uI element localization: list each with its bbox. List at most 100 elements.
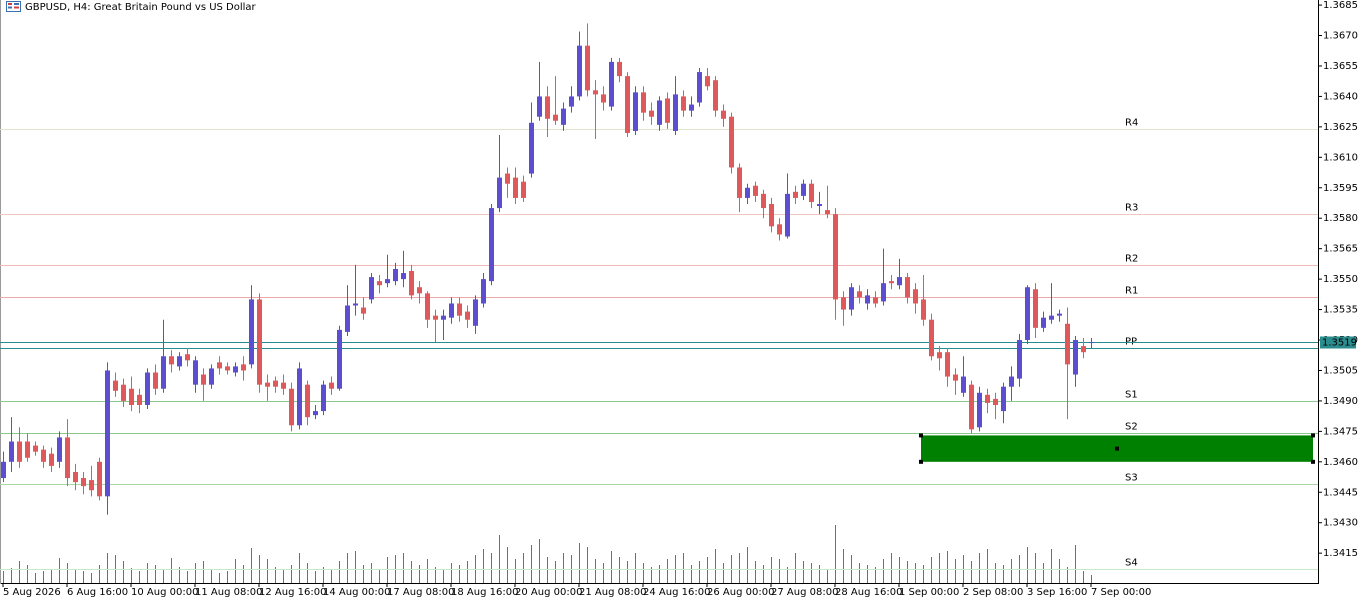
candle-body [417, 287, 422, 294]
y-tick-label: 1.3475 [1323, 426, 1358, 437]
candle-body [1041, 317, 1046, 328]
candle-body [737, 167, 742, 198]
candle-body [273, 380, 278, 387]
candle-body [249, 299, 254, 365]
y-tick-label: 1.3610 [1323, 152, 1358, 163]
x-tick-label: 11 Aug 08:00 [195, 587, 262, 598]
candle-body [833, 214, 838, 300]
candle-body [841, 297, 846, 310]
x-tick-label: 2 Sep 08:00 [963, 587, 1023, 598]
candle-body [937, 352, 942, 359]
candle-body [713, 80, 718, 111]
candle-body [473, 299, 478, 326]
x-tick-label: 10 Aug 00:00 [131, 587, 198, 598]
candle-body [897, 277, 902, 286]
candle-body [169, 356, 174, 365]
level-label: R2 [1125, 254, 1138, 265]
x-tick-label: 21 Aug 08:00 [579, 587, 646, 598]
candle-body [505, 173, 510, 184]
candle-body [945, 352, 950, 377]
candle-body [697, 72, 702, 103]
candle-body [601, 94, 606, 103]
candle-body [681, 96, 686, 111]
x-tick-label: 12 Aug 16:00 [259, 587, 326, 598]
candle-body [825, 210, 830, 215]
candle-body [1025, 287, 1030, 341]
x-tick-label: 3 Sep 16:00 [1027, 587, 1087, 598]
candle-body [97, 461, 102, 497]
x-tick-label: 20 Aug 00:00 [515, 587, 582, 598]
candle-body [929, 319, 934, 357]
y-tick-label: 1.3565 [1323, 244, 1358, 255]
symbol-icon [6, 1, 21, 12]
candle-body [241, 364, 246, 371]
current-price-tag [1320, 336, 1356, 349]
candle-body [537, 96, 542, 117]
x-tick-label: 7 Sep 00:00 [1091, 587, 1151, 598]
current-price-label: 1.3519 [1322, 338, 1357, 349]
candle-body [329, 382, 334, 389]
candle-body [729, 116, 734, 168]
y-tick-label: 1.3580 [1323, 213, 1358, 224]
y-tick-label: 1.3595 [1323, 183, 1358, 194]
candle-body [793, 191, 798, 198]
candle-body [593, 90, 598, 95]
candle-body [457, 303, 462, 316]
candle-body [889, 281, 894, 284]
candle-body [345, 305, 350, 332]
candle-body [121, 384, 126, 401]
candle-body [297, 368, 302, 426]
candle-body [705, 76, 710, 87]
candle-body [177, 356, 182, 367]
candle-body [313, 411, 318, 416]
candle-body [33, 445, 38, 452]
x-tick-label: 6 Aug 16:00 [67, 587, 128, 598]
candle-body [137, 394, 142, 405]
x-tick-label: 1 Sep 00:00 [899, 587, 959, 598]
candle-body [1049, 315, 1054, 320]
candle-body [433, 315, 438, 320]
candle-body [409, 270, 414, 296]
candle-body [809, 183, 814, 202]
candle-body [865, 295, 870, 304]
candle-body [1017, 340, 1022, 379]
candle-body [849, 287, 854, 310]
candle-body [1, 461, 6, 479]
level-label: R1 [1125, 286, 1138, 297]
candle-body [953, 374, 958, 381]
candle-body [817, 204, 822, 207]
candle-body [441, 315, 446, 320]
candle-body [113, 380, 118, 391]
candle-body [641, 92, 646, 113]
y-tick-label: 1.3460 [1323, 457, 1358, 468]
candle-body [225, 366, 230, 371]
y-tick-label: 1.3535 [1323, 305, 1358, 316]
candle-body [497, 177, 502, 209]
y-tick-label: 1.3445 [1323, 487, 1358, 498]
candle-body [657, 100, 662, 125]
candle-body [369, 277, 374, 300]
candle-body [321, 384, 326, 412]
candle-body [753, 185, 758, 196]
candle-body [9, 441, 14, 462]
candle-body [745, 187, 750, 198]
x-tick-label: 14 Aug 00:00 [323, 587, 390, 598]
candle-body [993, 398, 998, 405]
candle-body [777, 224, 782, 235]
x-tick-label: 24 Aug 16:00 [643, 587, 710, 598]
zone-handle [919, 459, 923, 464]
level-label: R4 [1125, 118, 1138, 129]
x-tick-label: 27 Aug 08:00 [771, 587, 838, 598]
candle-body [425, 293, 430, 320]
candle-body [281, 382, 286, 389]
candle-body [361, 307, 366, 314]
zone-handle [1115, 446, 1119, 451]
x-tick-label: 5 Aug 2026 [3, 587, 61, 598]
zone-handle [919, 433, 923, 438]
y-tick-label: 1.3625 [1323, 122, 1358, 133]
candle-body [17, 441, 22, 462]
candle-body [209, 368, 214, 385]
candle-body [81, 478, 86, 487]
